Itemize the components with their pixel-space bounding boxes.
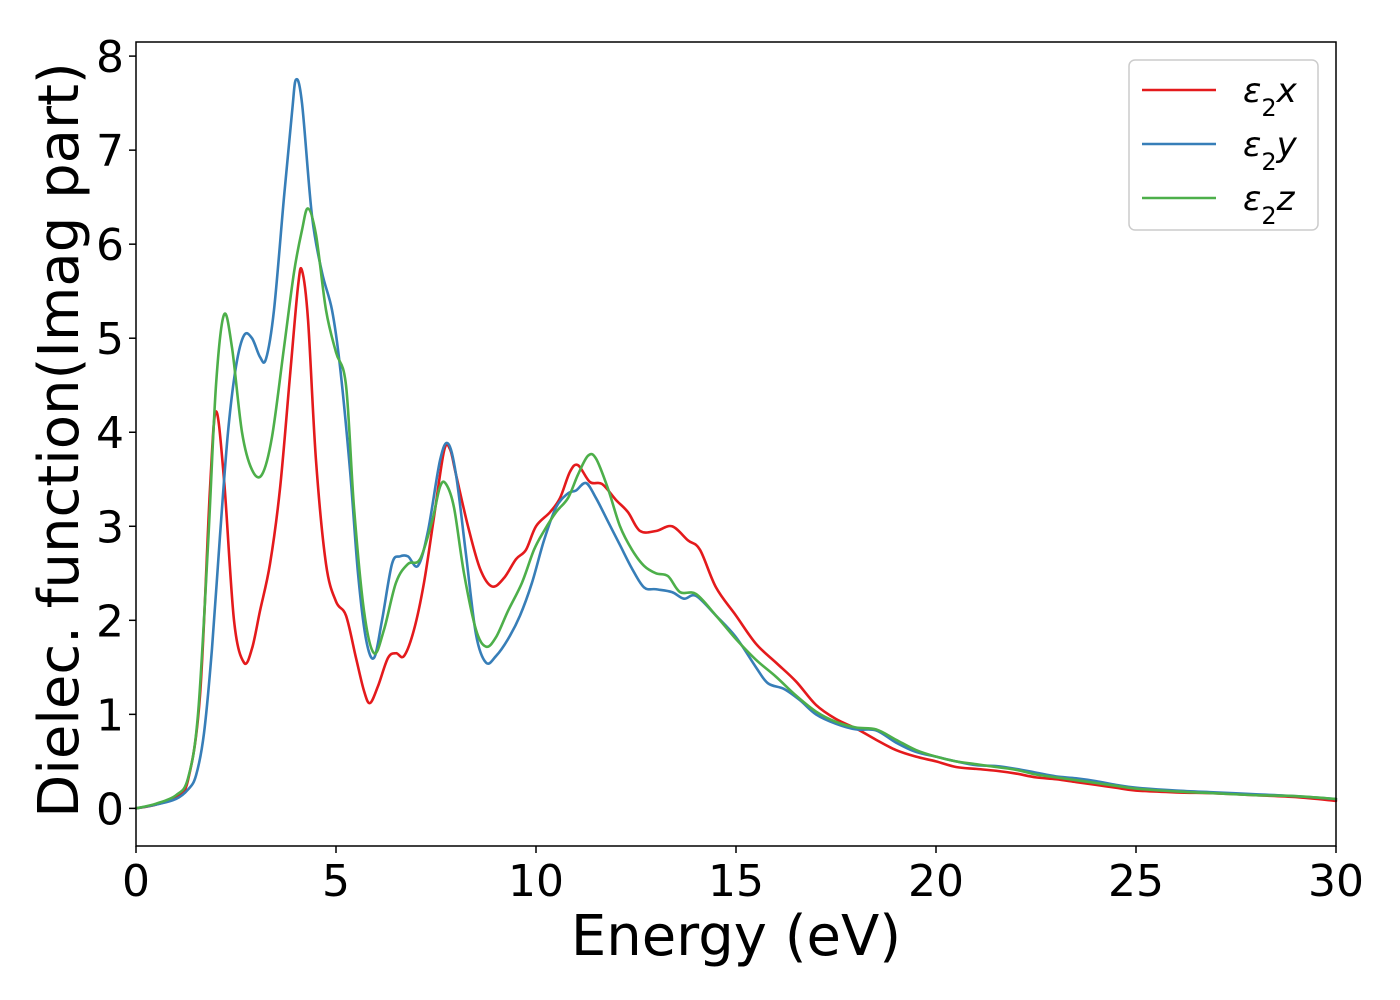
x-tick-label: 30 [1308, 856, 1364, 907]
x-tick-label: 5 [322, 856, 350, 907]
x-axis-title: Energy (eV) [571, 904, 901, 969]
y-tick-label: 0 [96, 784, 124, 835]
x-tick-label: 25 [1108, 856, 1164, 907]
legend-label-y: ε2y [1243, 125, 1298, 176]
series-layer [134, 77, 1338, 810]
y-tick-label: 6 [96, 220, 124, 271]
axis-ticks: 0 5 10 15 20 25 30 0 1 2 3 4 5 6 7 8 [96, 32, 1364, 907]
y-tick-label: 2 [96, 596, 124, 647]
y-tick-label: 7 [96, 126, 124, 177]
y-tick-label: 1 [96, 690, 124, 741]
series-line-z [134, 207, 1338, 810]
y-tick-label: 3 [96, 502, 124, 553]
legend-label-x: ε2x [1243, 71, 1298, 122]
legend-label-z: ε2z [1243, 179, 1296, 230]
x-tick-label: 20 [908, 856, 964, 907]
x-tick-label: 10 [508, 856, 564, 907]
x-tick-label: 0 [122, 856, 150, 907]
y-axis-title: Dielec. function(Imag part) [27, 62, 92, 818]
series-line-x [134, 266, 1338, 810]
y-tick-label: 8 [96, 32, 124, 83]
legend-box [1128, 59, 1319, 231]
y-tick-label: 4 [96, 408, 124, 459]
x-tick-label: 15 [708, 856, 764, 907]
y-tick-label: 5 [96, 314, 124, 365]
